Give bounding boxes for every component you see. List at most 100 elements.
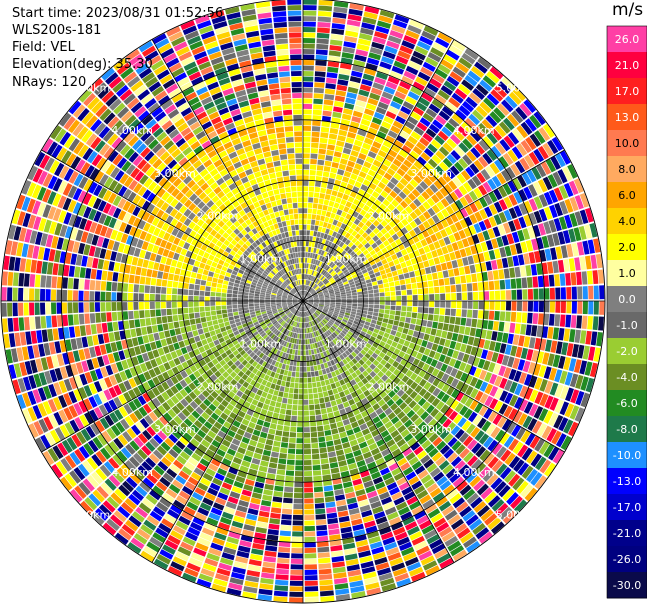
velocity-gate — [195, 406, 204, 415]
velocity-gate — [241, 418, 250, 426]
velocity-gate — [261, 332, 267, 338]
velocity-gate — [461, 238, 470, 248]
velocity-gate — [401, 125, 413, 135]
velocity-gate — [27, 406, 38, 422]
velocity-gate — [161, 426, 171, 437]
velocity-gate — [344, 312, 351, 316]
velocity-gate — [391, 491, 403, 501]
velocity-gate — [251, 548, 264, 556]
velocity-gate — [436, 370, 445, 380]
velocity-gate — [287, 312, 292, 317]
velocity-gate — [404, 396, 413, 405]
velocity-gate — [331, 315, 337, 320]
velocity-gate — [361, 397, 369, 405]
velocity-gate — [315, 279, 320, 284]
velocity-gate — [329, 294, 335, 297]
velocity-gate — [128, 493, 141, 506]
velocity-gate — [530, 472, 543, 486]
velocity-gate — [265, 306, 271, 309]
velocity-gate — [467, 439, 478, 451]
velocity-gate — [468, 225, 477, 236]
velocity-gate — [40, 288, 46, 301]
velocity-gate — [81, 336, 89, 348]
velocity-gate — [255, 310, 261, 314]
velocity-gate — [371, 352, 379, 359]
velocity-gate — [57, 442, 69, 457]
velocity-gate — [443, 356, 452, 365]
velocity-gate — [305, 322, 308, 328]
velocity-gate — [160, 441, 171, 452]
velocity-gate — [79, 373, 88, 386]
velocity-gate — [579, 330, 587, 344]
velocity-gate — [255, 370, 262, 377]
velocity-gate — [193, 295, 199, 301]
velocity-gate — [369, 398, 377, 406]
velocity-gate — [560, 287, 566, 300]
velocity-gate — [8, 333, 16, 348]
velocity-gate — [299, 361, 303, 367]
velocity-gate — [348, 354, 355, 360]
velocity-gate — [287, 302, 293, 304]
velocity-gate — [194, 448, 205, 458]
velocity-gate — [69, 451, 81, 466]
velocity-gate — [365, 252, 372, 259]
velocity-gate — [265, 301, 271, 303]
velocity-gate — [569, 373, 579, 388]
velocity-gate — [200, 568, 215, 578]
velocity-gate — [157, 430, 168, 441]
velocity-gate — [575, 374, 584, 390]
velocity-gate — [239, 423, 248, 431]
velocity-gate — [304, 509, 315, 515]
velocity-gate — [415, 241, 423, 249]
velocity-gate — [329, 305, 335, 308]
velocity-gate — [226, 448, 236, 456]
velocity-gate — [308, 297, 314, 300]
velocity-gate — [525, 324, 532, 336]
velocity-gate — [460, 372, 468, 383]
velocity-gate — [414, 384, 423, 394]
velocity-gate — [308, 299, 314, 301]
velocity-gate — [589, 222, 598, 238]
velocity-gate — [452, 476, 465, 488]
velocity-gate — [230, 363, 237, 371]
velocity-gate — [378, 313, 384, 318]
velocity-gate — [289, 320, 294, 325]
velocity-gate — [428, 258, 435, 267]
velocity-gate — [401, 75, 414, 86]
velocity-gate — [270, 353, 276, 360]
velocity-gate — [499, 377, 508, 389]
velocity-gate — [328, 50, 341, 57]
velocity-gate — [347, 196, 355, 203]
velocity-gate — [175, 551, 190, 562]
velocity-gate — [448, 97, 461, 109]
velocity-gate — [425, 356, 433, 365]
velocity-gate — [377, 181, 386, 190]
velocity-gate — [434, 307, 440, 315]
velocity-gate — [441, 346, 449, 356]
velocity-gate — [162, 371, 170, 381]
velocity-gate — [533, 288, 539, 300]
velocity-gate — [474, 199, 483, 211]
velocity-gate — [76, 337, 83, 349]
velocity-gate — [323, 233, 328, 240]
velocity-gate — [230, 371, 237, 379]
velocity-gate — [81, 360, 89, 373]
velocity-gate — [124, 415, 135, 427]
velocity-gate — [290, 426, 297, 433]
velocity-gate — [395, 154, 406, 163]
velocity-gate — [407, 295, 413, 301]
velocity-gate — [342, 218, 349, 225]
velocity-gate — [304, 328, 307, 334]
velocity-gate — [533, 363, 542, 376]
velocity-gate — [387, 276, 394, 283]
velocity-gate — [499, 311, 506, 321]
velocity-gate — [366, 394, 374, 402]
velocity-gate — [2, 318, 9, 333]
velocity-gate — [335, 268, 341, 274]
velocity-gate — [268, 462, 278, 469]
velocity-gate — [497, 185, 508, 198]
velocity-gate — [296, 366, 300, 372]
velocity-gate — [419, 494, 432, 505]
velocity-gate — [421, 229, 430, 238]
velocity-gate — [217, 318, 224, 324]
